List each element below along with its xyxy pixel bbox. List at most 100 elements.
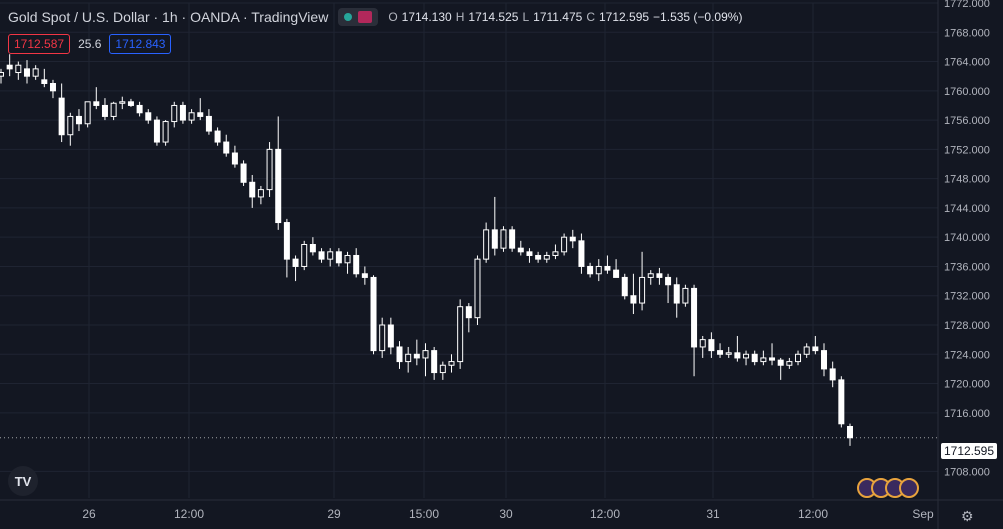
candle (821, 343, 828, 377)
candle (0, 68, 4, 84)
candle (205, 109, 212, 135)
last-price-tag: 1712.595 (941, 443, 997, 459)
candle (153, 116, 160, 146)
candle (665, 273, 672, 304)
candle (370, 275, 377, 355)
candle-body (786, 361, 793, 366)
candle-body (821, 350, 828, 370)
candle (743, 350, 750, 366)
candle-body (84, 101, 91, 125)
candle-body (15, 64, 22, 74)
high-value: 1714.525 (468, 10, 519, 24)
candle (214, 127, 221, 146)
y-tick-label: 1708.000 (944, 466, 990, 478)
candle (786, 357, 793, 369)
candle-body (197, 112, 204, 117)
candle-body (673, 284, 680, 304)
candle-body (578, 240, 585, 267)
candle-body (535, 254, 542, 260)
y-tick-label: 1760.000 (944, 86, 990, 98)
market-open-icon (344, 13, 353, 21)
price-axis[interactable]: 1772.000 1768.000 1764.000 1760.000 1756.000… (944, 0, 990, 478)
candle (231, 145, 238, 168)
candle (327, 248, 334, 267)
candle (431, 346, 438, 380)
candle (829, 361, 836, 388)
x-tick-label: 12:00 (590, 507, 620, 521)
tradingview-logo-icon[interactable]: TV (8, 466, 38, 496)
x-tick-label: 12:00 (174, 507, 204, 521)
candle-body (630, 295, 637, 304)
candle (769, 343, 776, 366)
y-tick-label: 1724.000 (944, 349, 990, 361)
candle-body (483, 229, 490, 260)
us-flag-icon[interactable] (899, 478, 919, 498)
ohlc-legend: O 1714.130 H 1714.525 L 1711.475 C 1712.595 … (388, 10, 742, 24)
candle-body (621, 276, 628, 297)
candle (803, 343, 810, 358)
candle-body (413, 353, 420, 359)
y-tick-label: 1736.000 (944, 261, 990, 273)
candle (240, 160, 247, 186)
candle-body (699, 339, 706, 348)
candle (275, 116, 282, 230)
candle (561, 233, 568, 256)
candle-body (457, 306, 464, 363)
candle (751, 350, 758, 366)
market-status-pill[interactable] (338, 8, 379, 26)
candle-body (422, 350, 429, 359)
symbol-title[interactable]: Gold Spot / U.S. Dollar · 1h · OANDA · T… (8, 9, 329, 25)
buy-price-button[interactable]: 1712.843 (109, 34, 172, 54)
candle-body (795, 353, 802, 363)
candle (283, 218, 290, 278)
candle (67, 112, 74, 146)
candle-body (153, 119, 160, 143)
candle-body (318, 251, 325, 260)
candle (257, 185, 264, 205)
candle-body (691, 287, 698, 348)
time-axis[interactable]: 26 12:00 29 15:00 30 12:00 31 12:00 Sep (82, 507, 934, 521)
candle (613, 259, 620, 278)
candle (335, 248, 342, 267)
candle (23, 60, 30, 84)
candle (543, 251, 550, 263)
candle (171, 101, 178, 128)
candle (682, 284, 689, 307)
candle-body (595, 265, 602, 275)
y-tick-label: 1720.000 (944, 379, 990, 391)
candle (500, 226, 507, 252)
candle-body (101, 104, 108, 117)
candle-body (257, 189, 264, 198)
sell-price-button[interactable]: 1712.587 (8, 34, 71, 54)
settings-gear-icon[interactable]: ⚙ (961, 508, 974, 524)
candle (249, 174, 256, 208)
event-flags[interactable] (857, 478, 919, 498)
change-value: −1.535 (−0.09%) (653, 10, 743, 24)
candle-body (41, 79, 48, 85)
candle (387, 317, 394, 355)
x-tick-label: Sep (912, 507, 934, 521)
candle-body (639, 276, 646, 304)
close-value: 1712.595 (598, 10, 650, 24)
candle-body (396, 346, 403, 363)
candle (127, 98, 134, 107)
candle (838, 376, 845, 428)
candle (15, 61, 22, 80)
low-label: L (522, 10, 530, 24)
candle-body (777, 359, 784, 366)
candle (474, 255, 481, 325)
candle-body (665, 276, 672, 286)
candle-body (49, 83, 56, 92)
candle (491, 196, 498, 256)
candle-body (127, 101, 134, 106)
candle (604, 255, 611, 274)
candle-body (682, 287, 689, 304)
open-label: O (388, 10, 398, 24)
candle-body (829, 368, 836, 381)
candle-body (491, 229, 498, 249)
candle-body (119, 101, 126, 104)
candle-body (604, 265, 611, 271)
candle-body (387, 324, 394, 348)
